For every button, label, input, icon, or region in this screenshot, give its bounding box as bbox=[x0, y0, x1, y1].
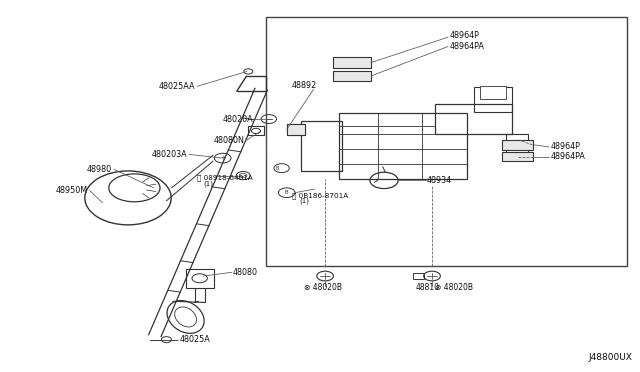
Bar bbox=[287, 124, 305, 135]
Text: 48934: 48934 bbox=[427, 176, 452, 185]
Bar bbox=[301, 121, 342, 171]
Text: (1): (1) bbox=[204, 180, 214, 187]
Text: 48892: 48892 bbox=[292, 81, 317, 90]
Text: 48964P: 48964P bbox=[550, 142, 580, 151]
Bar bbox=[333, 71, 371, 81]
Bar bbox=[435, 104, 512, 134]
Bar bbox=[502, 152, 533, 161]
Text: 48080: 48080 bbox=[233, 268, 258, 277]
Text: 48950M: 48950M bbox=[56, 186, 88, 195]
Bar bbox=[266, 17, 627, 266]
Bar bbox=[339, 113, 467, 179]
Text: 48020A: 48020A bbox=[223, 115, 253, 124]
Text: 48025A: 48025A bbox=[179, 335, 210, 344]
Bar bbox=[186, 269, 214, 288]
Text: ⊗ 48020B: ⊗ 48020B bbox=[435, 283, 473, 292]
Bar bbox=[480, 86, 506, 99]
Text: 48980: 48980 bbox=[87, 165, 112, 174]
Text: B: B bbox=[275, 166, 279, 171]
Text: J48800UX: J48800UX bbox=[588, 353, 632, 362]
Text: 48080N: 48080N bbox=[214, 136, 244, 145]
Text: (1): (1) bbox=[300, 198, 310, 204]
Bar bbox=[413, 273, 424, 279]
Text: Ⓑ 0B186-8701A: Ⓑ 0B186-8701A bbox=[292, 192, 348, 199]
Text: 480203A: 480203A bbox=[151, 150, 187, 159]
Text: ⊗ 48020B: ⊗ 48020B bbox=[304, 283, 342, 292]
Bar bbox=[333, 57, 371, 68]
Text: 48964PA: 48964PA bbox=[550, 152, 585, 161]
Text: +: + bbox=[220, 155, 226, 161]
Text: 48964P: 48964P bbox=[450, 31, 480, 40]
Text: B: B bbox=[285, 190, 289, 195]
Text: 48964PA: 48964PA bbox=[450, 42, 484, 51]
Text: 48810: 48810 bbox=[416, 283, 440, 292]
Bar bbox=[502, 140, 533, 150]
Text: Ⓝ 08918-6401A: Ⓝ 08918-6401A bbox=[197, 174, 253, 181]
Bar bbox=[506, 134, 528, 153]
Text: 48025AA: 48025AA bbox=[159, 82, 195, 91]
Bar bbox=[474, 87, 512, 112]
Bar bbox=[287, 124, 305, 135]
